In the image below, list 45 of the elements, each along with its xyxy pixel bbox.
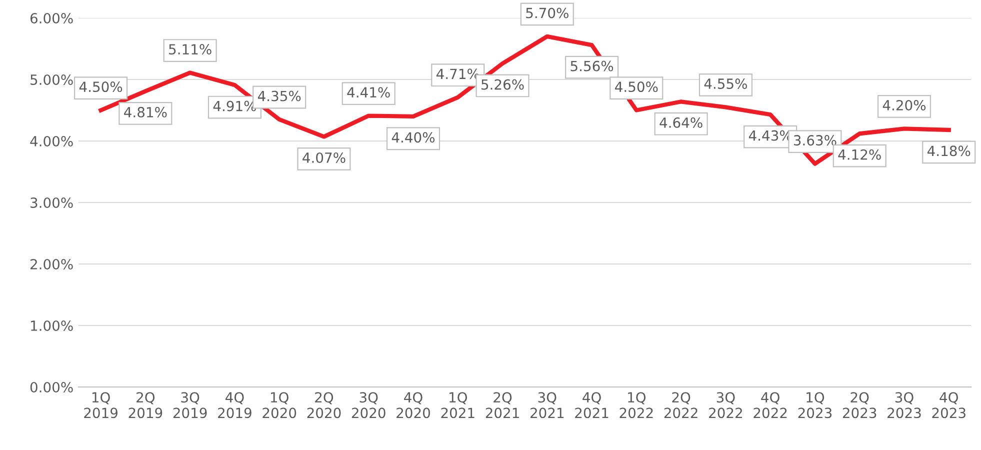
x-tick-label: 3Q 2022 <box>709 392 742 418</box>
y-tick-label: 4.00% <box>30 136 73 146</box>
x-tick-label: 4Q 2019 <box>218 392 252 418</box>
x-tick-label: 1Q 2020 <box>262 392 296 418</box>
x-tick-label: 3Q 2019 <box>173 392 207 418</box>
data-label: 4.40% <box>392 132 435 143</box>
x-tick-label: 4Q 2020 <box>396 392 430 418</box>
x-tick-label: 2Q 2019 <box>128 392 162 418</box>
data-label: 4.64% <box>660 117 702 128</box>
y-tick-label: 3.00% <box>30 197 73 208</box>
y-tick-label: 1.00% <box>31 320 73 331</box>
y-tick-label: 2.00% <box>30 258 73 270</box>
x-tick-label: 3Q 2021 <box>530 392 564 418</box>
data-label: 4.55% <box>704 78 747 89</box>
x-tick-label: 2Q 2021 <box>486 392 519 418</box>
x-tick-label: 2Q 2020 <box>307 392 341 418</box>
data-label: 5.26% <box>482 79 524 90</box>
data-label: 5.70% <box>526 8 568 18</box>
x-tick-label: 4Q 2021 <box>575 392 608 418</box>
data-label: 4.07% <box>302 152 346 163</box>
x-tick-label: 3Q 2023 <box>888 392 921 418</box>
y-tick-label: 5.00% <box>30 74 73 85</box>
x-tick-label: 1Q 2019 <box>84 392 118 418</box>
y-tick-label: 0.00% <box>30 382 73 392</box>
data-label: 4.41% <box>347 87 390 98</box>
data-label: 4.18% <box>927 146 970 156</box>
data-label: 3.63% <box>794 135 836 146</box>
x-tick-label: 4Q 2023 <box>932 392 966 418</box>
data-label: 5.11% <box>169 44 212 55</box>
data-label: 4.81% <box>124 106 167 118</box>
data-label: 4.50% <box>615 82 658 92</box>
data-label: 4.12% <box>838 149 881 160</box>
data-label: 4.35% <box>258 90 301 102</box>
data-label: 4.91% <box>213 100 256 112</box>
x-tick-label: 4Q 2022 <box>754 392 787 418</box>
x-tick-label: 1Q 2022 <box>620 392 653 418</box>
x-tick-label: 3Q 2020 <box>352 392 386 418</box>
x-tick-label: 2Q 2023 <box>842 392 876 418</box>
data-label: 5.56% <box>570 60 614 72</box>
y-tick-label: 6.00% <box>30 12 73 24</box>
x-tick-label: 1Q 2021 <box>441 392 474 418</box>
data-label: 4.20% <box>882 100 926 111</box>
data-label: 4.50% <box>79 82 122 92</box>
x-tick-label: 1Q 2023 <box>798 392 832 418</box>
x-tick-label: 2Q 2022 <box>664 392 698 418</box>
